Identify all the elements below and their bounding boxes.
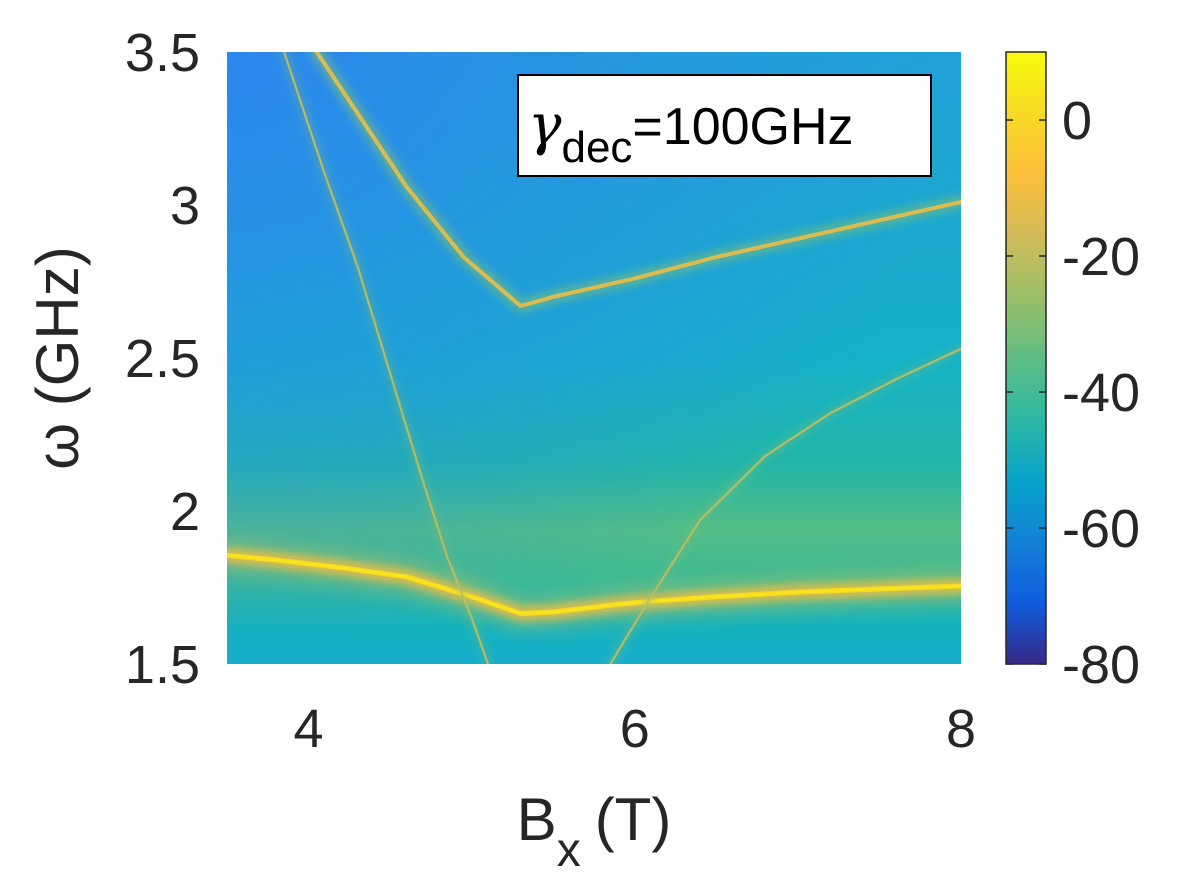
series-line-3-layer-1 bbox=[609, 347, 961, 664]
y-axis-ticks: 1.5 2 2.5 3 3.5 bbox=[125, 23, 200, 695]
y-axis-title: ω (GHz) bbox=[24, 246, 91, 469]
y-tick-label: 1.5 bbox=[125, 635, 200, 695]
annotation-text: γdec=100GHz bbox=[528, 93, 854, 172]
heatmap-low-region-core bbox=[227, 52, 647, 572]
colorbar-tick-label: -40 bbox=[1062, 363, 1140, 423]
x-axis-title-subscript: x bbox=[557, 824, 581, 877]
series-line-2-layer-1 bbox=[283, 52, 490, 664]
series-upper-branch bbox=[309, 52, 961, 313]
y-tick-label: 3 bbox=[170, 176, 200, 236]
series-line-0-layer-1 bbox=[314, 52, 961, 308]
series-layer bbox=[227, 52, 961, 664]
annotation-subscript: dec bbox=[561, 123, 632, 172]
colorbar-ticks: -80 -60 -40 -20 0 bbox=[1006, 91, 1140, 695]
annotation-symbol: γ bbox=[528, 93, 562, 158]
x-tick-label: 6 bbox=[620, 699, 650, 759]
colorbar: -80 -60 -40 -20 0 bbox=[1005, 51, 1140, 695]
annotation-frame bbox=[517, 74, 932, 177]
x-tick-label: 4 bbox=[294, 699, 324, 759]
x-axis-title-symbol: B bbox=[517, 786, 557, 853]
series-descending-thin-line bbox=[280, 52, 492, 664]
x-axis-title: Bx (T) bbox=[517, 786, 672, 877]
colorbar-tick-label: -60 bbox=[1062, 499, 1140, 559]
series-line-1-layer-3 bbox=[227, 554, 961, 615]
annotation-box: γdec=100GHz bbox=[517, 74, 932, 177]
colorbar-tick-label: 0 bbox=[1062, 91, 1092, 151]
colorbar-tick-label: -20 bbox=[1062, 227, 1140, 287]
x-axis-ticks: 4 6 8 bbox=[294, 699, 976, 759]
colorbar-tick-label: -80 bbox=[1062, 635, 1140, 695]
y-tick-label: 2 bbox=[170, 482, 200, 542]
x-tick-label: 8 bbox=[946, 699, 976, 759]
colorbar-gradient bbox=[1005, 51, 1047, 665]
y-tick-label: 3.5 bbox=[125, 23, 200, 83]
y-tick-label: 2.5 bbox=[125, 329, 200, 389]
annotation-value: =100GHz bbox=[632, 98, 853, 156]
series-lower-branch bbox=[227, 540, 961, 629]
x-axis-title-unit: (T) bbox=[595, 786, 672, 853]
series-ascending-thin-line bbox=[606, 344, 961, 664]
